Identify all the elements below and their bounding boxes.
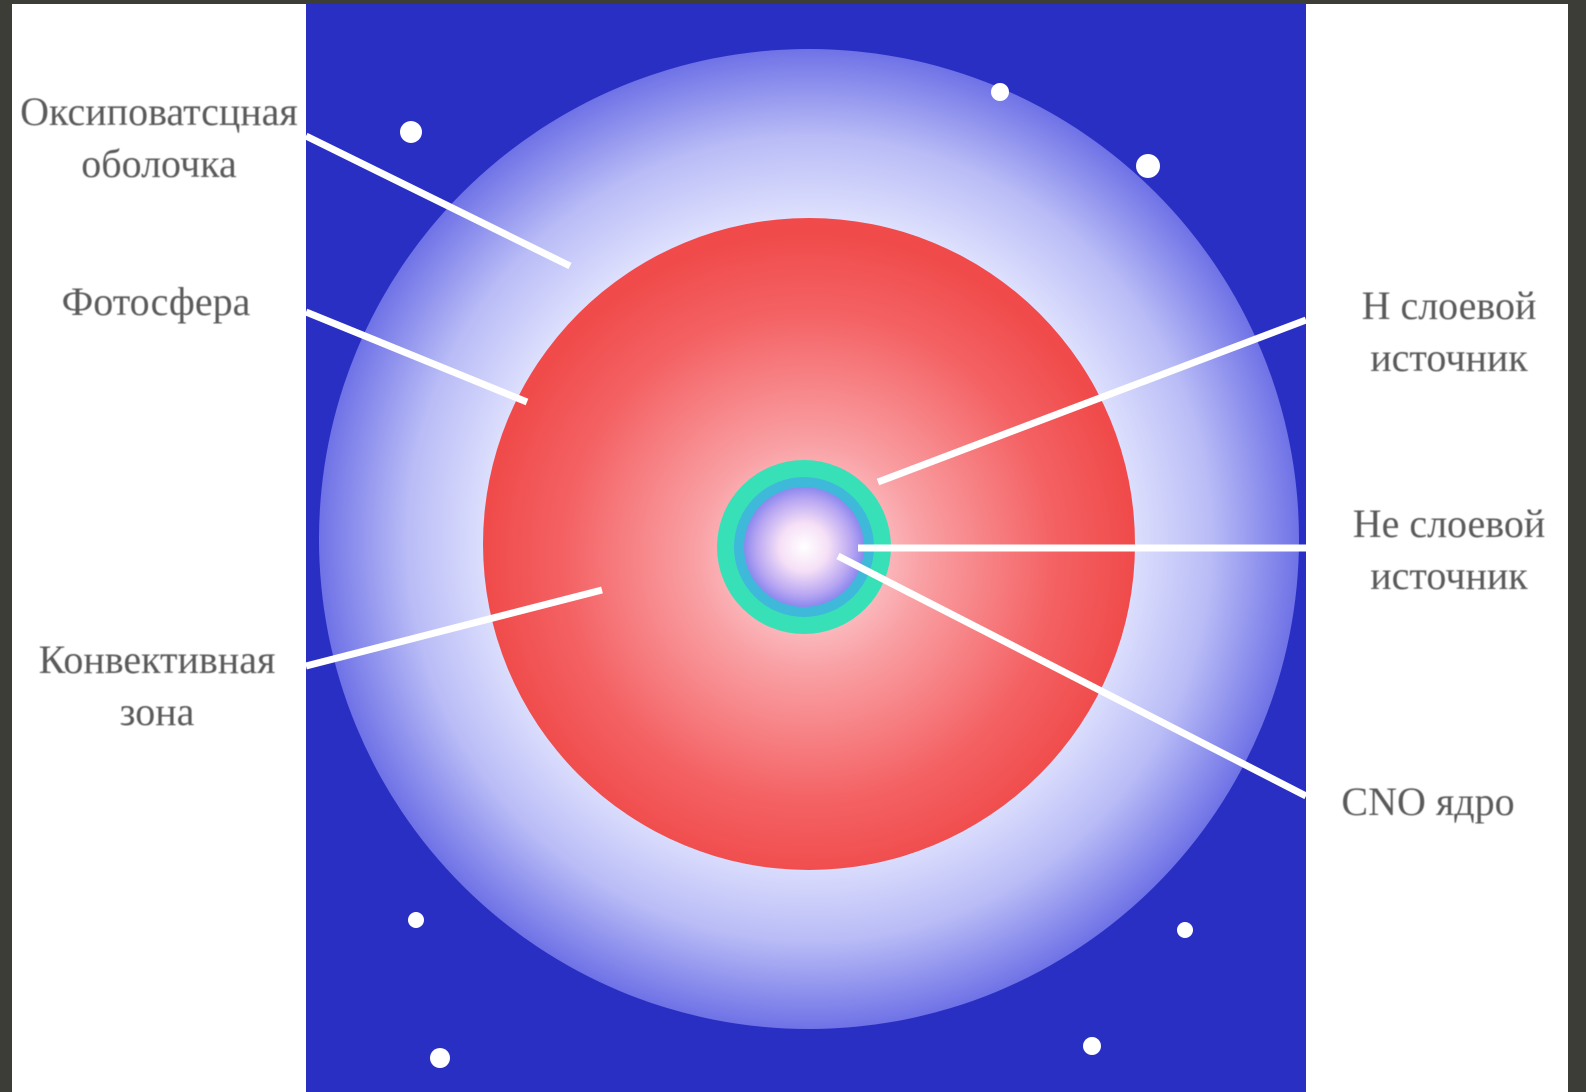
star-dot-icon	[1136, 154, 1160, 178]
label-h-shell-line2: источник	[1370, 335, 1528, 380]
label-he-shell-source: Не слоевой источник	[1330, 498, 1568, 602]
h-shell-leader	[876, 316, 1308, 486]
star-dots	[400, 83, 1193, 1068]
label-envelope: Оксиповатсцная оболочка	[12, 86, 306, 190]
label-he-shell-line1: Не слоевой	[1352, 501, 1546, 546]
star-dot-icon	[408, 912, 424, 928]
label-cno-core-line1: CNO ядро	[1341, 779, 1515, 824]
label-h-shell-line1: Н слоевой	[1361, 283, 1537, 328]
label-photosphere-line1: Фотосфера	[61, 279, 251, 324]
label-cno-core: CNO ядро	[1318, 776, 1538, 828]
photosphere-leader	[304, 308, 529, 406]
label-convective-line2: зона	[119, 689, 195, 734]
cno-core	[744, 487, 864, 607]
label-envelope-line1: Оксиповатсцная	[20, 89, 298, 134]
envelope-leader	[304, 132, 572, 270]
label-convective-zone: Конвективная зона	[12, 634, 302, 738]
label-envelope-line2: оболочка	[81, 141, 237, 186]
star-dot-icon	[1177, 922, 1193, 938]
leader-lines	[304, 132, 1308, 800]
diagram-frame: Оксиповатсцная оболочка Фотосфера Конвек…	[12, 4, 1568, 1092]
label-photosphere: Фотосфера	[12, 276, 300, 328]
label-h-shell-source: Н слоевой источник	[1330, 280, 1568, 384]
label-he-shell-line2: источник	[1370, 553, 1528, 598]
cno-core-leader	[836, 552, 1308, 800]
convective-leader	[305, 586, 603, 670]
star-structure-diagram	[304, 4, 1308, 1092]
label-convective-line1: Конвективная	[38, 637, 276, 682]
star-dot-icon	[1083, 1037, 1101, 1055]
star-dot-icon	[430, 1048, 450, 1068]
star-dot-icon	[400, 121, 422, 143]
star-dot-icon	[991, 83, 1009, 101]
